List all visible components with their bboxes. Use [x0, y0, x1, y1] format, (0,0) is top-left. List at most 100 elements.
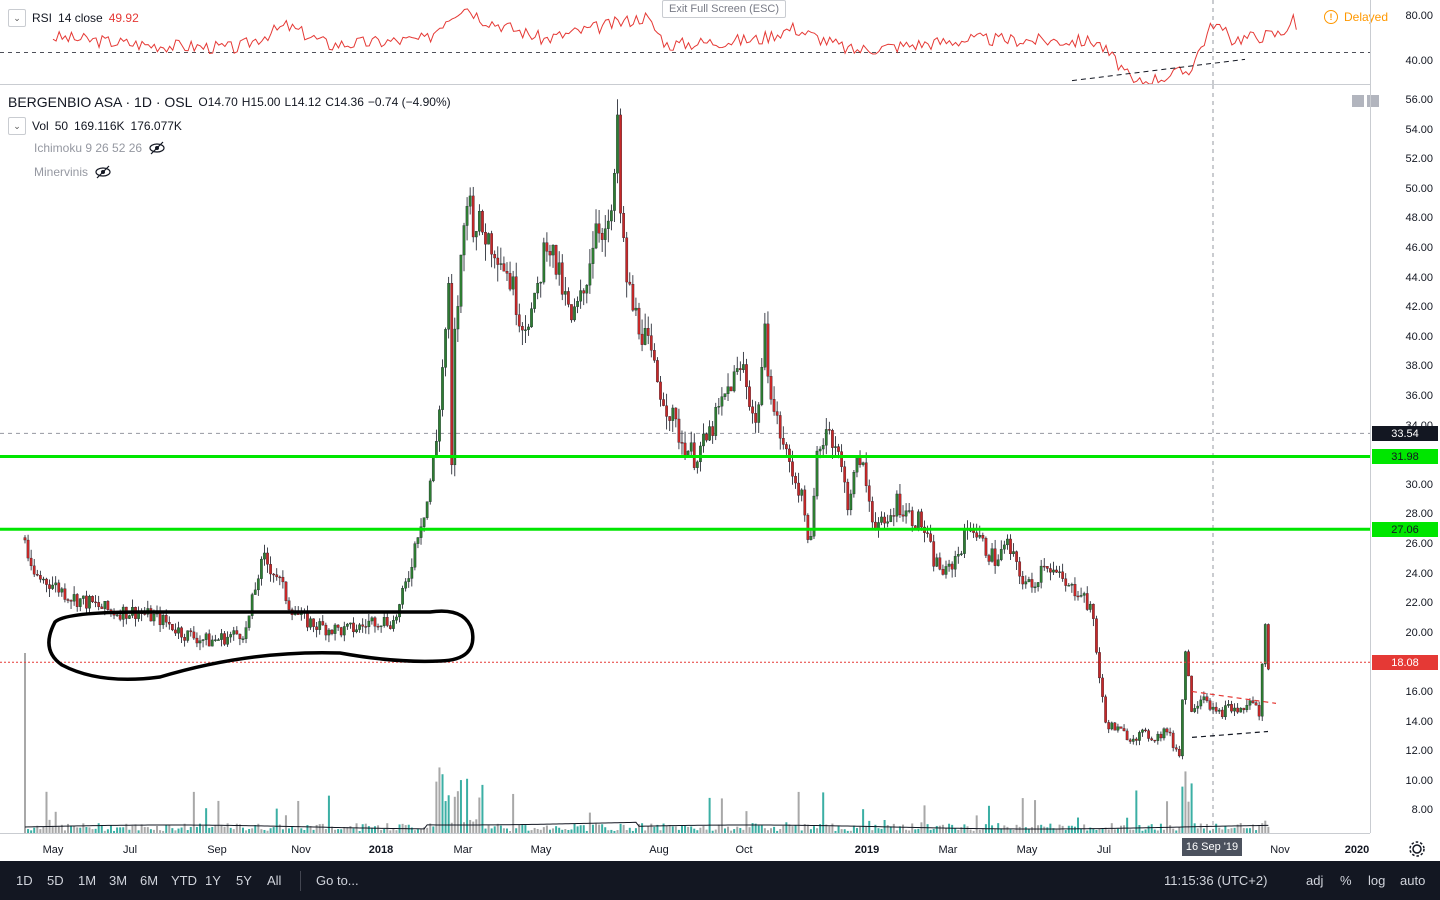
candle-body: [462, 225, 466, 256]
volume-bar: [711, 830, 714, 833]
volume-bar: [487, 825, 490, 833]
settings-gear-icon[interactable]: [1408, 840, 1426, 858]
volume-bar: [472, 821, 475, 833]
volume-bar: [238, 824, 241, 833]
eye-off-icon[interactable]: [148, 141, 166, 155]
volume-bar: [730, 830, 733, 833]
candle-body: [659, 381, 662, 400]
candle-body: [1036, 582, 1040, 588]
volume-bar: [36, 825, 39, 833]
volume-bar: [1024, 827, 1027, 833]
volume-bar: [677, 829, 680, 833]
price-pane[interactable]: BERGENBIO ASA · 1D · OSL O14.70 H15.00 L14…: [0, 85, 1379, 833]
volume-bar: [60, 824, 63, 833]
volume-bar: [981, 828, 984, 833]
range-button-1d[interactable]: 1D: [16, 873, 33, 888]
volume-bar: [496, 823, 499, 833]
eye-off-icon[interactable]: [94, 165, 112, 179]
range-button-all[interactable]: All: [267, 873, 282, 888]
candle-body: [149, 608, 153, 622]
volume-bar: [960, 827, 963, 833]
candle-body: [48, 584, 51, 589]
volume-bar: [723, 828, 726, 833]
maximize-icon[interactable]: [1352, 95, 1364, 107]
exit-fullscreen-button[interactable]: Exit Full Screen (ESC): [662, 0, 786, 18]
candle-body: [757, 404, 761, 423]
candle-body: [545, 242, 549, 252]
volume-bar: [444, 801, 447, 833]
goto-button[interactable]: Go to...: [316, 873, 359, 888]
scale-option-adj[interactable]: adj: [1306, 873, 1324, 888]
delayed-badge[interactable]: ! Delayed: [1324, 10, 1388, 24]
candle-body: [1177, 749, 1181, 757]
volume-bar: [466, 778, 469, 833]
volume-bar: [1027, 829, 1030, 833]
range-button-6m[interactable]: 6M: [140, 873, 159, 888]
candle-body: [229, 634, 233, 638]
volume-bar: [1101, 828, 1104, 833]
volume-bar: [794, 825, 797, 833]
volume-bar: [650, 823, 653, 833]
volume-bar: [696, 830, 699, 833]
price-badge-crosshair: 33.54: [1372, 426, 1438, 442]
range-button-5y[interactable]: 5Y: [236, 873, 252, 888]
candle-body: [898, 493, 902, 516]
candle-body: [210, 639, 214, 647]
volume-bar: [416, 829, 419, 833]
volume-bar: [917, 828, 920, 833]
candle-body: [75, 594, 79, 607]
scale-option-auto[interactable]: auto: [1400, 873, 1426, 888]
candle-body: [745, 364, 748, 387]
volume-bar: [1141, 830, 1144, 833]
rsi-name: RSI: [32, 11, 53, 25]
volume-bar: [226, 823, 229, 833]
volume-bar: [997, 823, 1000, 833]
candle-body: [1267, 624, 1270, 670]
candle-body: [760, 367, 764, 405]
volume-bar: [202, 825, 205, 833]
candle-body: [213, 639, 217, 641]
candle-body: [551, 244, 555, 256]
chevron-down-icon[interactable]: ⌄: [8, 9, 26, 27]
volume-bar: [1156, 830, 1159, 833]
candle-body: [26, 539, 30, 559]
volume-bar: [1202, 828, 1205, 833]
rsi-pane[interactable]: ⌄ RSI 14 close 49.92: [0, 0, 1370, 85]
candle-body: [342, 626, 346, 636]
time-axis[interactable]: 16 Sep '19 May Jul Sep Nov 2018 Mar May Aug Oct 2…: [0, 833, 1425, 862]
volume-bar: [1258, 825, 1261, 833]
range-button-3m[interactable]: 3M: [109, 873, 128, 888]
candle-body: [579, 290, 583, 302]
price-badge-last: 18.08: [1372, 655, 1438, 671]
price-axis[interactable]: 56.00 54.00 52.00 50.00 48.00 46.00 44.00 42.00…: [1370, 0, 1440, 833]
volume-bar: [951, 824, 954, 833]
candle-body: [336, 624, 340, 628]
candle-body: [953, 556, 957, 570]
range-button-1m[interactable]: 1M: [78, 873, 97, 888]
candle-body: [797, 482, 800, 496]
candle-body: [901, 514, 905, 517]
candle-body: [425, 501, 429, 518]
candle-body: [1162, 728, 1166, 739]
range-button-ytd[interactable]: YTD: [171, 873, 197, 888]
volume-bar: [720, 798, 723, 833]
candle-body: [735, 368, 739, 372]
candle-body: [591, 247, 595, 264]
candle-body: [42, 578, 45, 581]
candle-body: [1076, 595, 1080, 598]
candle-body: [508, 273, 512, 290]
chevron-down-icon[interactable]: ⌄: [8, 117, 26, 135]
candle-body: [732, 371, 736, 392]
volume-bar: [1061, 825, 1064, 833]
volume-bar: [73, 825, 76, 833]
candle-body: [1128, 739, 1132, 742]
range-button-1y[interactable]: 1Y: [205, 873, 221, 888]
volume-bar: [392, 828, 395, 833]
candle-body: [935, 557, 939, 567]
scale-option-percent[interactable]: %: [1340, 873, 1352, 888]
range-button-5d[interactable]: 5D: [47, 873, 64, 888]
scale-option-log[interactable]: log: [1368, 873, 1386, 888]
candle-body: [1018, 561, 1022, 577]
volume-bar: [1196, 828, 1199, 833]
volume-bar: [24, 653, 26, 833]
